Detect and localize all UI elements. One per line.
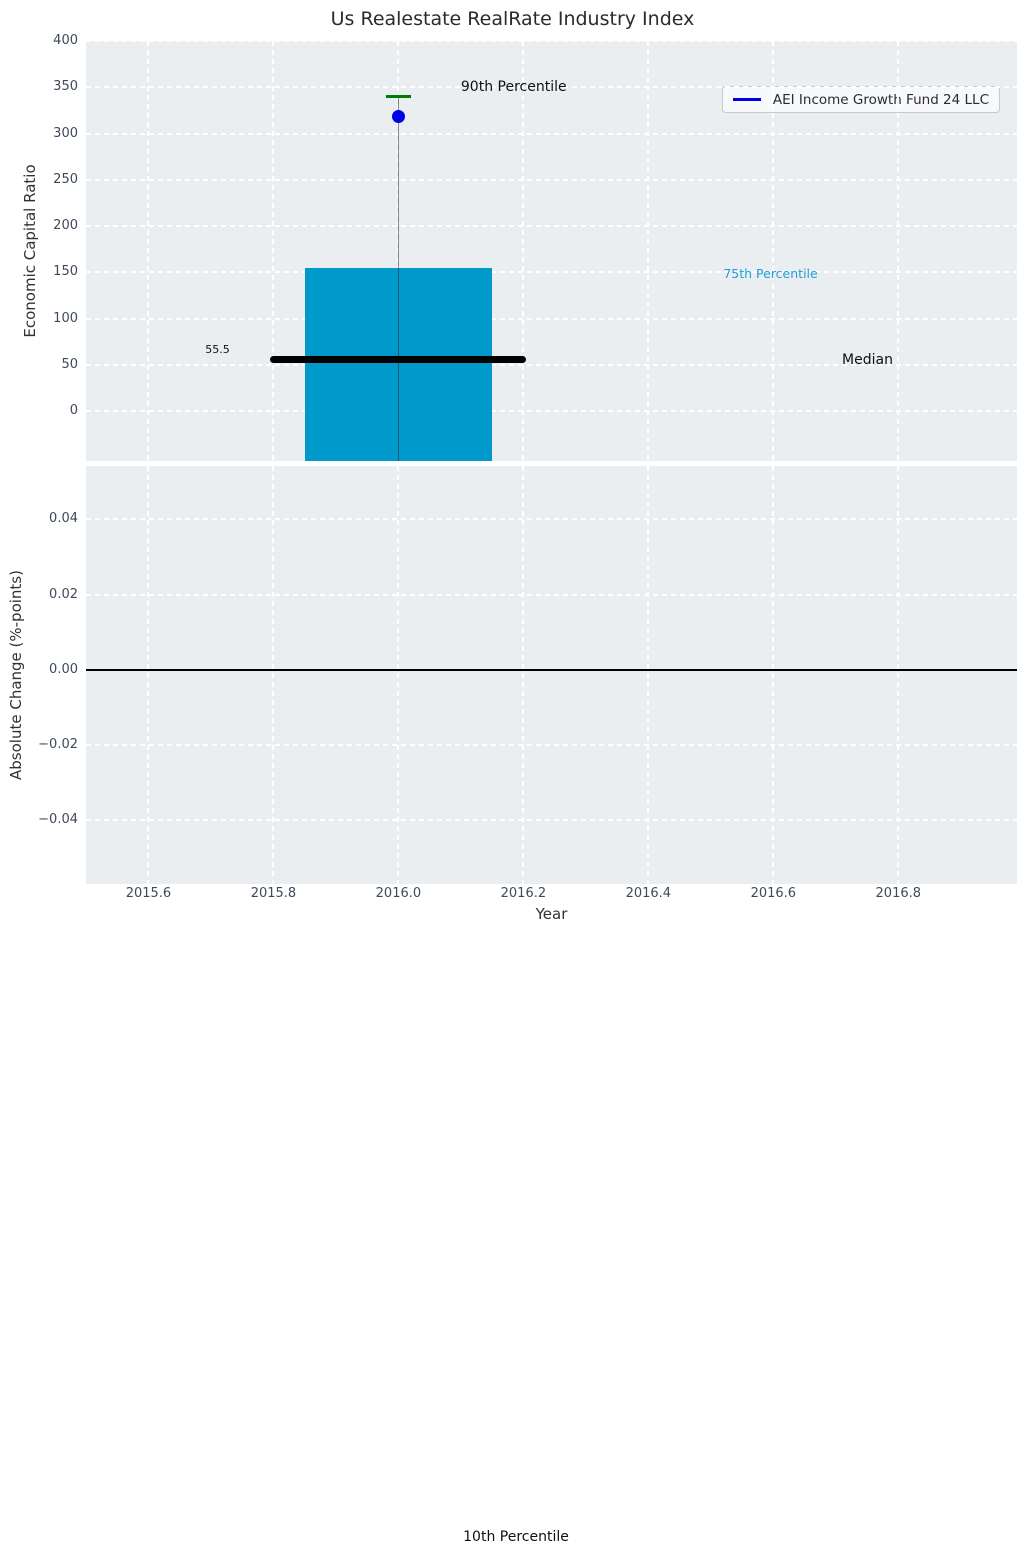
gridline [86,819,1017,821]
plot-panel-top: AEI Income Growth Fund 24 LLC [86,41,1017,461]
legend-line-swatch [733,98,761,101]
x-tick-label: 2016.4 [603,886,693,901]
y-tick-label: 0.00 [0,662,78,677]
legend: AEI Income Growth Fund 24 LLC [722,86,1000,113]
gridline [86,179,1017,181]
annotation-55-5: 55.5 [205,343,230,356]
y-tick-label: 0.04 [0,511,78,526]
x-tick-label: 2015.6 [103,886,193,901]
gridline [86,594,1017,596]
median-line [270,356,526,363]
gridline [86,518,1017,520]
y-tick-label: 200 [0,218,78,233]
gridline [86,271,1017,273]
gridline [86,410,1017,412]
plot-panel-bottom [86,466,1017,884]
x-tick-label: 2016.6 [728,886,818,901]
fund-point [392,110,405,123]
y-tick-label: 350 [0,79,78,94]
gridline [897,41,899,461]
gridline [86,225,1017,227]
annotation-75th-percentile: 75th Percentile [723,266,817,281]
gridline [147,41,149,461]
gridline [272,41,274,461]
y-tick-label: 0.02 [0,587,78,602]
legend-label: AEI Income Growth Fund 24 LLC [773,92,989,108]
y-tick-label: −0.04 [0,812,78,827]
gridline [522,41,524,461]
annotation-median: Median [842,352,893,368]
y-tick-label: 100 [0,311,78,326]
p90-cap [386,95,411,98]
y-tick-label: −0.02 [0,737,78,752]
whisker-line [398,97,400,461]
chart-title: Us Realestate RealRate Industry Index [0,8,1025,30]
y-tick-label: 150 [0,264,78,279]
gridline [86,133,1017,135]
annotation-10th-percentile: 10th Percentile [0,1529,1025,1545]
y-tick-label: 400 [0,33,78,48]
gridline [772,41,774,461]
gridline [86,318,1017,320]
gridline [86,744,1017,746]
gridline [86,41,1017,42]
annotation-90th-percentile: 90th Percentile [461,79,567,95]
x-tick-label: 2016.8 [853,886,943,901]
x-tick-label: 2016.0 [353,886,443,901]
y-tick-label: 0 [0,403,78,418]
y-tick-label: 250 [0,172,78,187]
zero-line [86,669,1017,671]
figure: Us Realestate RealRate Industry Index Ec… [0,0,1025,1558]
y-tick-label: 300 [0,126,78,141]
x-tick-label: 2015.8 [228,886,318,901]
x-axis-label: Year [86,905,1017,923]
x-tick-label: 2016.2 [478,886,568,901]
gridline [647,41,649,461]
y-tick-label: 50 [0,357,78,372]
